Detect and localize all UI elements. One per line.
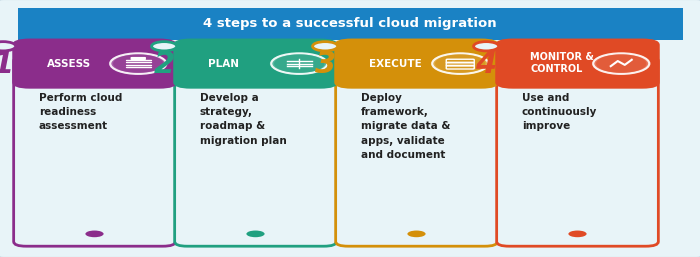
Circle shape [109, 53, 168, 75]
FancyBboxPatch shape [174, 56, 336, 246]
FancyBboxPatch shape [173, 39, 337, 89]
Circle shape [270, 53, 329, 75]
FancyBboxPatch shape [496, 56, 658, 246]
Text: 2: 2 [153, 50, 175, 79]
Text: 4: 4 [475, 50, 497, 79]
Circle shape [407, 231, 426, 237]
Circle shape [151, 42, 176, 51]
Circle shape [85, 231, 104, 237]
Circle shape [596, 54, 647, 73]
Circle shape [246, 231, 265, 237]
Circle shape [473, 42, 498, 51]
Text: 4 steps to a successful cloud migration: 4 steps to a successful cloud migration [203, 17, 497, 30]
Text: Perform cloud
readiness
assessment: Perform cloud readiness assessment [39, 93, 122, 131]
Text: CONTROL: CONTROL [531, 64, 582, 74]
Circle shape [435, 54, 486, 73]
Circle shape [274, 54, 324, 73]
Text: ASSESS: ASSESS [48, 59, 92, 69]
Text: 3: 3 [314, 50, 336, 79]
Text: Develop a
strategy,
roadmap &
migration plan: Develop a strategy, roadmap & migration … [200, 93, 286, 146]
Text: EXECUTE: EXECUTE [370, 59, 422, 69]
Circle shape [312, 42, 337, 51]
Circle shape [0, 42, 16, 51]
Text: 1: 1 [0, 50, 14, 79]
FancyBboxPatch shape [18, 8, 682, 40]
FancyBboxPatch shape [334, 39, 498, 89]
Circle shape [431, 53, 490, 75]
Text: MONITOR &: MONITOR & [531, 52, 594, 62]
FancyBboxPatch shape [131, 57, 146, 60]
Text: PLAN: PLAN [209, 59, 239, 69]
Text: Deploy
framework,
migrate data &
apps, validate
and document: Deploy framework, migrate data & apps, v… [361, 93, 450, 160]
Text: Use and
continuously
improve: Use and continuously improve [522, 93, 597, 131]
FancyBboxPatch shape [13, 39, 176, 89]
FancyBboxPatch shape [14, 56, 175, 246]
Circle shape [568, 231, 587, 237]
FancyBboxPatch shape [335, 56, 497, 246]
FancyBboxPatch shape [495, 39, 659, 89]
Circle shape [592, 53, 651, 75]
Circle shape [113, 54, 163, 73]
